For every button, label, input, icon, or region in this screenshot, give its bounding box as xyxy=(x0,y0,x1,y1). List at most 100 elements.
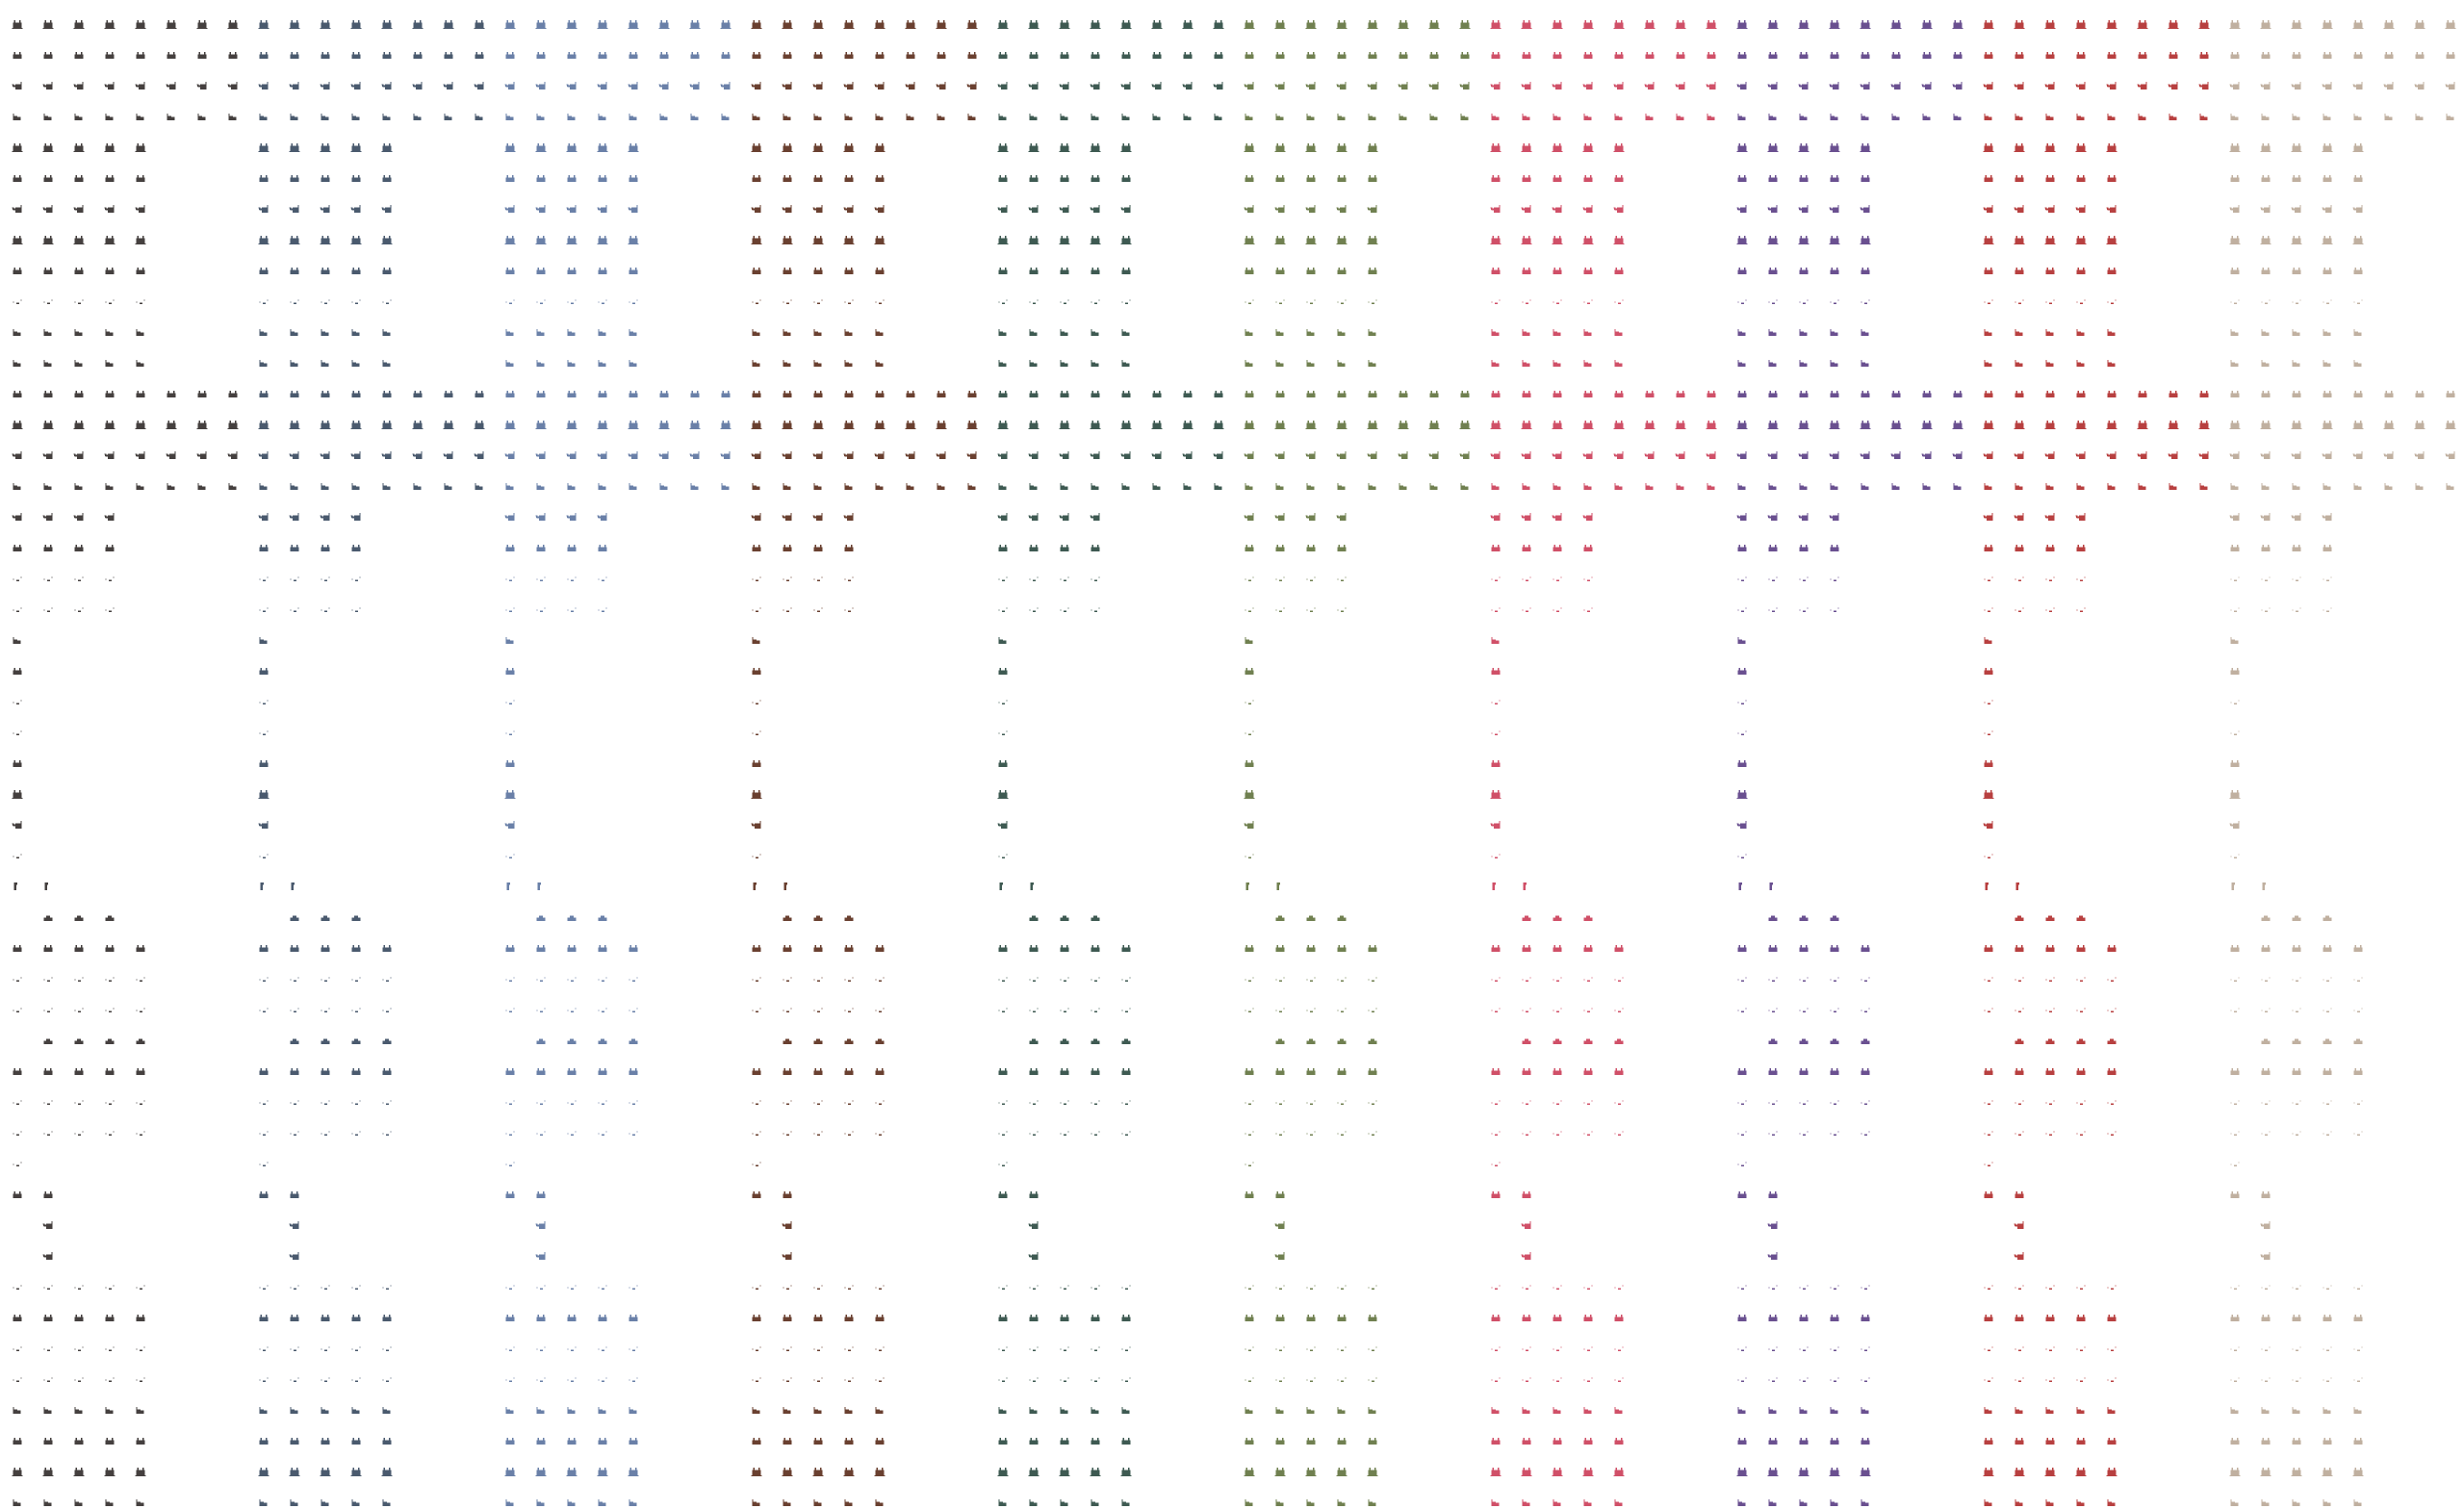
cat-sprite-sit-icon xyxy=(381,235,393,244)
cat-sprite-loaf-icon xyxy=(1151,50,1163,60)
cat-sprite-sit-icon xyxy=(1521,235,1532,244)
cat-sprite-sit-icon xyxy=(1613,420,1625,429)
cat-sprite-dots-icon xyxy=(2322,1005,2333,1014)
cat-sprite-dots-icon xyxy=(566,604,578,614)
cat-sprite-side-icon xyxy=(1367,358,1378,368)
cat-sprite-mound-icon xyxy=(1336,912,1348,922)
cat-sprite-loaf-icon xyxy=(751,943,762,953)
cat-sprite-sit-icon xyxy=(1983,1467,1994,1476)
cat-sprite-dots-icon xyxy=(1983,728,1994,737)
cat-sprite-turn-icon xyxy=(936,450,947,460)
cat-sprite-sit-icon xyxy=(1059,19,1070,29)
cat-sprite-loaf-icon xyxy=(258,1189,270,1199)
cat-sprite-dots-icon xyxy=(12,974,23,984)
cat-sprite-turn-icon xyxy=(535,512,547,522)
cat-sprite-turn-icon xyxy=(196,81,208,90)
cat-sprite-side-icon xyxy=(2322,1405,2333,1415)
cat-sprite-sit-icon xyxy=(782,1467,793,1476)
cat-sprite-loaf-icon xyxy=(2014,266,2025,275)
cat-sprite-loaf-icon xyxy=(566,266,578,275)
variant-olive xyxy=(1232,0,1478,1509)
cat-sprite-loaf-icon xyxy=(1552,266,1563,275)
cat-sprite-loaf-icon xyxy=(412,50,424,60)
cat-sprite-sit-icon xyxy=(320,1467,331,1476)
cat-sprite-loaf-icon xyxy=(1090,1313,1101,1322)
cat-sprite-loaf-icon xyxy=(782,173,793,183)
cat-sprite-dots-icon xyxy=(2260,604,2272,614)
cat-sprite-loaf-icon xyxy=(350,50,362,60)
cat-sprite-loaf-icon xyxy=(2383,50,2395,60)
cat-sprite-loaf-icon xyxy=(535,1313,547,1322)
cat-sprite-sit-icon xyxy=(12,142,23,152)
cat-sprite-loaf-icon xyxy=(12,173,23,183)
cat-sprite-dots-icon xyxy=(782,1343,793,1353)
cat-sprite-loaf-icon xyxy=(2322,943,2333,953)
cat-sprite-dots-icon xyxy=(1613,296,1625,306)
cat-sprite-sit-icon xyxy=(689,19,701,29)
cat-sprite-dots-icon xyxy=(12,851,23,860)
cat-sprite-sit-icon xyxy=(812,235,824,244)
cat-sprite-mound-icon xyxy=(2044,912,2056,922)
cat-sprite-mound-icon xyxy=(1367,1036,1378,1045)
cat-sprite-loaf-icon xyxy=(1675,50,1686,60)
cat-sprite-turn-icon xyxy=(1983,820,1994,830)
cat-sprite-dots-icon xyxy=(2106,1343,2118,1353)
cat-sprite-loaf-icon xyxy=(12,389,23,398)
cat-sprite-dots-icon xyxy=(1244,604,1255,614)
cat-sprite-loaf-icon xyxy=(1582,266,1594,275)
cat-sprite-dots-icon xyxy=(1552,604,1563,614)
cat-sprite-loaf-icon xyxy=(1090,389,1101,398)
cat-sprite-loaf-icon xyxy=(12,1313,23,1322)
cat-sprite-dots-icon xyxy=(350,1282,362,1292)
cat-sprite-loaf-icon xyxy=(42,943,54,953)
cat-sprite-dots-icon xyxy=(73,974,85,984)
cat-sprite-turn-icon xyxy=(1829,512,1840,522)
cat-sprite-side-icon xyxy=(2291,1497,2302,1507)
cat-sprite-turn-icon xyxy=(258,512,270,522)
cat-sprite-turn-icon xyxy=(2198,450,2210,460)
cat-sprite-side-icon xyxy=(1028,481,1040,491)
cat-sprite-dots-icon xyxy=(597,1128,608,1138)
cat-sprite-mound-icon xyxy=(1305,1036,1317,1045)
cat-sprite-loaf-icon xyxy=(504,543,516,552)
cat-sprite-dots-icon xyxy=(1736,728,1748,737)
cat-sprite-turn-icon xyxy=(42,512,54,522)
cat-sprite-loaf-icon xyxy=(1521,50,1532,60)
cat-sprite-turn-icon xyxy=(1767,512,1779,522)
cat-sprite-dots-icon xyxy=(874,1128,886,1138)
cat-sprite-loaf-icon xyxy=(2229,666,2241,676)
cat-sprite-dots-icon xyxy=(1305,1343,1317,1353)
cat-sprite-loaf-icon xyxy=(1613,266,1625,275)
cat-sprite-side-icon xyxy=(936,112,947,121)
cat-sprite-dots-icon xyxy=(1490,604,1502,614)
cat-sprite-loaf-icon xyxy=(1028,173,1040,183)
cat-sprite-sit-icon xyxy=(1490,142,1502,152)
cat-sprite-turn-icon xyxy=(1090,450,1101,460)
cat-sprite-dots-icon xyxy=(2044,1374,2056,1384)
cat-sprite-loaf-icon xyxy=(1151,389,1163,398)
cat-sprite-side-icon xyxy=(1305,481,1317,491)
cat-sprite-turn-icon xyxy=(2260,81,2272,90)
cat-sprite-dots-icon xyxy=(1860,974,1871,984)
cat-sprite-side-icon xyxy=(504,358,516,368)
cat-sprite-sit-icon xyxy=(1767,235,1779,244)
cat-sprite-turn-icon xyxy=(1213,450,1224,460)
cat-sprite-side-icon xyxy=(1921,112,1933,121)
cat-sprite-loaf-icon xyxy=(2137,389,2148,398)
cat-sprite-sit-icon xyxy=(1736,19,1748,29)
cat-sprite-side-icon xyxy=(1829,481,1840,491)
cat-sprite-loaf-icon xyxy=(350,266,362,275)
cat-sprite-turn-icon xyxy=(1706,450,1717,460)
cat-sprite-side-icon xyxy=(2137,481,2148,491)
cat-sprite-dots-icon xyxy=(1028,1343,1040,1353)
cat-sprite-loaf-icon xyxy=(1490,1189,1502,1199)
cat-sprite-loaf-icon xyxy=(1983,758,1994,768)
cat-sprite-dots-icon xyxy=(289,1343,300,1353)
cat-sprite-turn-icon xyxy=(1798,512,1810,522)
cat-sprite-loaf-icon xyxy=(1613,1436,1625,1445)
cat-sprite-dots-icon xyxy=(504,851,516,860)
cat-sprite-loaf-icon xyxy=(782,1436,793,1445)
cat-sprite-loaf-icon xyxy=(1521,266,1532,275)
cat-sprite-sit-icon xyxy=(782,235,793,244)
cat-sprite-loaf-icon xyxy=(1028,1313,1040,1322)
